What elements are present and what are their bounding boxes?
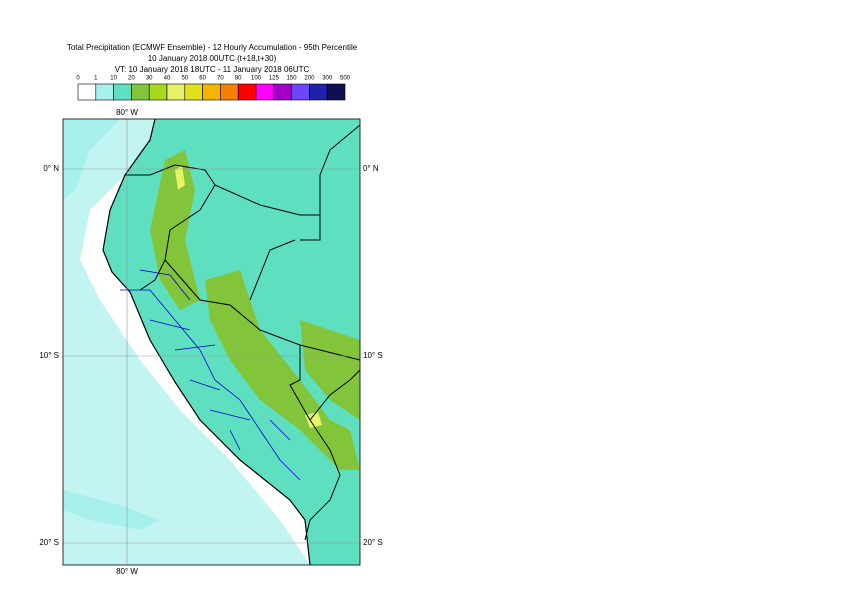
graticule xyxy=(63,119,360,565)
legend-swatch xyxy=(255,83,275,101)
legend-swatch xyxy=(237,83,257,101)
legend-level: 1 xyxy=(94,76,98,82)
legend-level: 300 xyxy=(322,76,333,82)
legend-level: 30 xyxy=(146,76,153,82)
legend-level: 40 xyxy=(164,76,171,82)
map-frame xyxy=(62,118,361,566)
lon-label: 80° W xyxy=(116,108,138,117)
legend-swatch xyxy=(326,83,346,101)
legend-swatch xyxy=(131,83,150,101)
legend-level: 150 xyxy=(287,76,298,82)
legend-level: 10 xyxy=(110,76,117,82)
lat-label: 10° S xyxy=(39,351,59,360)
legend-swatch xyxy=(77,83,97,101)
legend-level: 20 xyxy=(128,76,135,82)
title-line: 10 January 2018 00UTC (t+18,t+30) xyxy=(148,54,277,63)
legend-level: 60 xyxy=(199,76,206,82)
legend-swatch xyxy=(273,83,292,101)
precip-area xyxy=(300,320,360,420)
legend-swatch xyxy=(148,83,168,101)
lat-label: 10° S xyxy=(363,351,383,360)
legend-swatch xyxy=(184,83,203,101)
legend-swatch xyxy=(166,83,186,101)
legend-level: 50 xyxy=(181,76,188,82)
legend-swatch xyxy=(113,83,132,101)
precip-area xyxy=(150,150,200,310)
legend-level: 125 xyxy=(269,76,280,82)
legend-level: 200 xyxy=(304,76,315,82)
coastline xyxy=(102,119,311,565)
title-line: VT: 10 January 2018 18UTC - 11 January 2… xyxy=(115,65,310,74)
precip-area xyxy=(205,270,360,470)
legend-swatch xyxy=(220,83,239,101)
legend-level: 70 xyxy=(217,76,224,82)
ocean-precip xyxy=(63,119,310,565)
legend-swatch xyxy=(309,83,328,101)
ocean-precip xyxy=(63,119,120,200)
lon-label: 80° W xyxy=(116,567,138,576)
title-line: Total Precipitation (ECMWF Ensemble) - 1… xyxy=(67,43,358,52)
legend-level: 500 xyxy=(340,76,351,82)
legend-level: 0 xyxy=(76,76,80,82)
map: 80° W 80° W 0° N 0° N 10° S 10° S 20° S … xyxy=(39,108,382,576)
lat-label: 20° S xyxy=(363,538,383,547)
lat-label: 0° N xyxy=(43,164,59,173)
lat-label: 0° N xyxy=(363,164,379,173)
region-border xyxy=(120,269,301,481)
lat-label: 20° S xyxy=(39,538,59,547)
legend-swatch xyxy=(95,83,114,101)
legend-level: 80 xyxy=(235,76,242,82)
legend-level: 100 xyxy=(251,76,262,82)
legend-swatch xyxy=(202,83,221,101)
ocean-precip xyxy=(63,490,160,530)
border xyxy=(125,124,360,541)
legend-swatch xyxy=(291,83,310,101)
